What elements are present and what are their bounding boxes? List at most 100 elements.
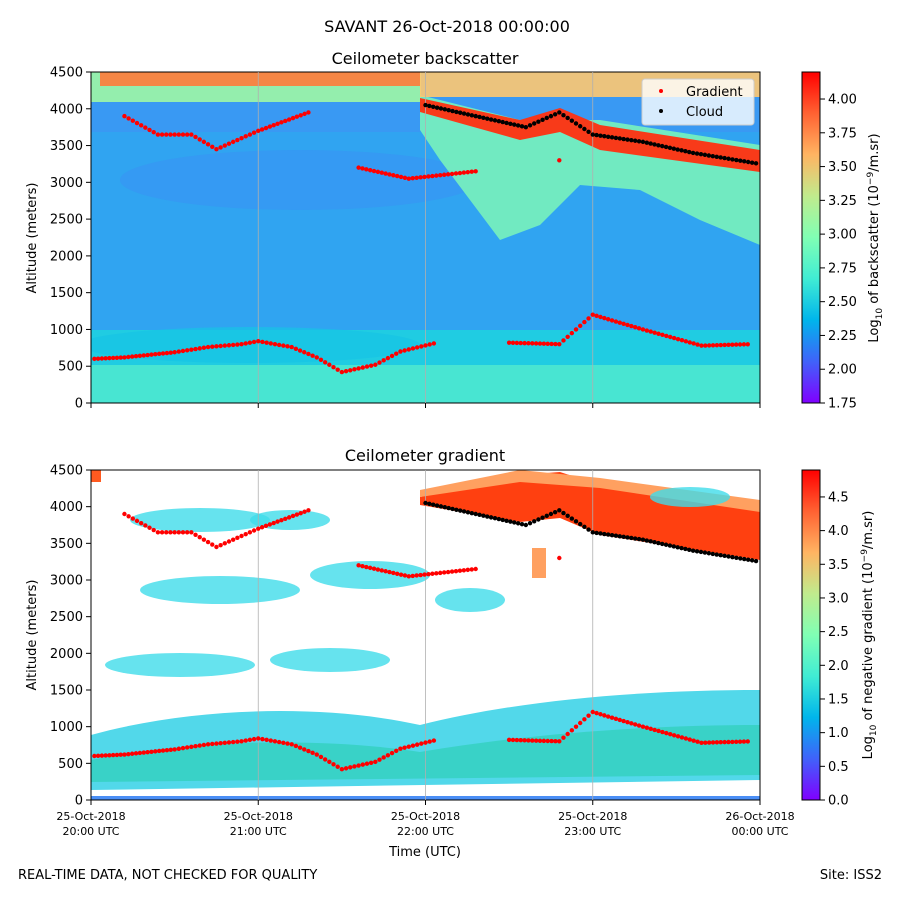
backscatter-y-tick-label: 500: [58, 360, 83, 375]
backscatter-marker: [523, 124, 529, 130]
gradient-marker: [526, 738, 531, 743]
backscatter-marker: [297, 348, 303, 353]
backscatter-marker: [205, 142, 211, 147]
backscatter-marker: [621, 321, 626, 326]
backscatter-marker: [383, 171, 388, 176]
gradient-marker: [431, 738, 437, 743]
gradient-marker: [605, 714, 611, 719]
gradient-marker: [537, 738, 543, 743]
backscatter-marker: [356, 366, 361, 371]
backscatter-marker: [518, 340, 523, 346]
gradient-marker: [722, 739, 727, 745]
backscatter-marker: [197, 137, 202, 142]
backscatter-marker: [368, 363, 374, 368]
backscatter-marker: [652, 142, 657, 147]
backscatter-marker: [730, 342, 735, 347]
gradient-marker: [368, 760, 374, 765]
gradient-marker: [156, 748, 162, 754]
backscatter-marker: [726, 156, 731, 161]
gradient-marker: [536, 517, 541, 522]
gradient-marker: [514, 737, 520, 743]
gradient-patch-1: [130, 508, 270, 532]
legend-cloud-marker: [659, 109, 663, 113]
gradient-marker: [143, 523, 148, 528]
gradient-marker: [733, 739, 739, 744]
backscatter-marker: [160, 351, 166, 356]
backscatter-marker: [214, 147, 219, 152]
backscatter-aloft-layer: [120, 150, 480, 210]
backscatter-marker: [259, 127, 265, 132]
backscatter-y-axis: 0 500 1000 1500 2000 2500 3000 3500 4000 4500: [50, 66, 91, 412]
backscatter-marker: [695, 342, 700, 347]
gradient-marker: [573, 724, 579, 729]
backscatter-marker: [605, 317, 611, 322]
backscatter-marker: [722, 342, 727, 348]
backscatter-marker: [247, 340, 253, 345]
gradient-marker: [406, 744, 411, 749]
backscatter-marker: [410, 346, 416, 351]
backscatter-marker: [569, 118, 575, 123]
backscatter-marker: [418, 175, 423, 180]
gradient-ylabel: Altitude (meters): [25, 580, 40, 691]
gradient-y-tick-label: 2000: [50, 647, 83, 662]
gradient-marker: [176, 746, 182, 751]
gradient-marker: [621, 534, 626, 540]
backscatter-marker: [663, 144, 669, 150]
backscatter-marker: [268, 341, 273, 346]
gradient-marker: [276, 739, 282, 745]
backscatter-marker: [222, 343, 227, 348]
gradient-marker: [356, 563, 361, 568]
backscatter-marker: [430, 173, 435, 179]
backscatter-legend: Gradient Cloud: [641, 78, 755, 126]
backscatter-marker: [377, 360, 382, 365]
backscatter-marker: [557, 158, 562, 163]
backscatter-marker: [272, 341, 278, 347]
legend-gradient-marker: [659, 89, 663, 93]
backscatter-marker: [210, 344, 215, 349]
backscatter-marker: [532, 121, 537, 126]
backscatter-marker: [473, 169, 478, 174]
backscatter-marker: [668, 334, 673, 340]
backscatter-marker: [617, 136, 622, 141]
gradient-marker: [561, 510, 566, 516]
gradient-marker: [500, 517, 505, 523]
gradient-y-tick-label: 500: [58, 757, 83, 772]
backscatter-marker: [431, 104, 436, 109]
gradient-marker: [667, 543, 673, 548]
gradient-marker: [379, 568, 384, 573]
backscatter-panel: Ceilometer backscatter 0 500 1000 1500 2000 2…: [25, 49, 885, 412]
backscatter-marker: [510, 340, 516, 345]
backscatter-marker: [548, 113, 554, 119]
backscatter-marker: [753, 161, 759, 166]
backscatter-marker: [251, 339, 257, 345]
gradient-marker: [565, 513, 570, 519]
backscatter-marker: [137, 353, 143, 359]
gradient-marker: [461, 509, 467, 514]
backscatter-marker: [629, 323, 634, 329]
gradient-marker: [687, 737, 692, 742]
gradient-marker: [504, 518, 509, 523]
gradient-marker: [545, 738, 550, 744]
gradient-marker: [377, 757, 382, 762]
gradient-marker: [343, 766, 349, 771]
backscatter-marker: [469, 113, 475, 118]
gradient-marker: [247, 530, 253, 535]
backscatter-marker: [243, 134, 248, 139]
gradient-marker: [348, 765, 353, 770]
backscatter-marker: [533, 341, 539, 346]
gradient-marker: [235, 739, 240, 744]
gradient-marker: [95, 753, 101, 759]
gradient-marker: [578, 720, 583, 726]
gradient-marker: [675, 545, 680, 550]
gradient-marker: [239, 533, 244, 539]
gradient-marker: [644, 725, 650, 730]
gradient-patch-7: [435, 588, 505, 612]
backscatter-colorbar-tick-label: 3.00: [828, 228, 857, 243]
gradient-marker: [552, 509, 558, 515]
gradient-marker: [293, 743, 299, 749]
backscatter-marker: [514, 340, 520, 346]
gradient-marker: [469, 510, 475, 516]
gradient-marker: [210, 741, 215, 747]
backscatter-marker: [201, 139, 207, 145]
backscatter-marker: [348, 368, 353, 373]
